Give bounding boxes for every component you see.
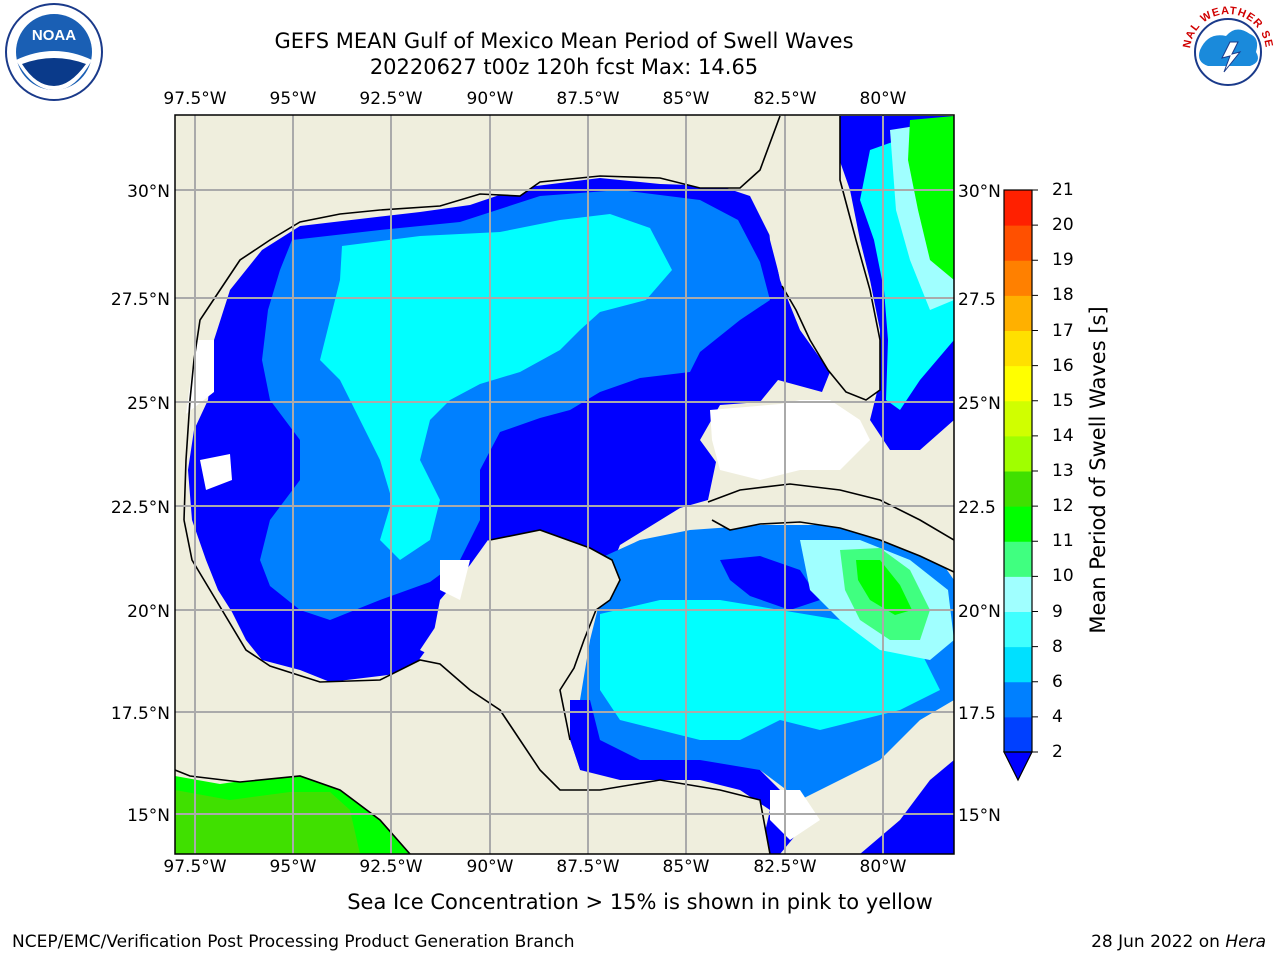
colorbar-tick-label: 6 [1052, 671, 1063, 692]
lat-label-right: 15°N [958, 806, 1001, 826]
colorbar-segment [1004, 576, 1032, 612]
colorbar-tick-label: 13 [1052, 461, 1074, 481]
lon-label: 85°W [662, 89, 710, 109]
date-line: 28 Jun 2022 on Hera [1091, 932, 1266, 952]
lat-label: 27.5°N [110, 290, 170, 310]
colorbar-segment [1004, 716, 1032, 753]
lat-label: 15°N [127, 806, 170, 826]
lat-label: 22.5°N [110, 498, 170, 518]
lon-label: 80°W [859, 89, 907, 109]
lon-label: 95°W [269, 89, 317, 109]
nws-logo: NATIONAL WEATHER SERVICE [1178, 2, 1275, 99]
machine-name: Hera [1225, 932, 1266, 952]
colorbar-segment [1004, 365, 1032, 402]
colorbar-tick-label: 8 [1052, 636, 1063, 657]
colorbar-segment [1004, 225, 1032, 261]
lon-label: 97.5°W [163, 857, 227, 877]
colorbar-segment [1004, 471, 1032, 507]
colorbar-segment [1004, 400, 1032, 437]
graticule [175, 115, 954, 854]
pacific-swell-band-12s [175, 790, 360, 854]
lon-label: 95°W [269, 857, 317, 877]
lon-label: 90°W [466, 857, 514, 877]
colorbar-segment [1004, 681, 1032, 718]
atlantic-swell-band-11s [908, 116, 954, 280]
colorbar-segment [1004, 506, 1032, 542]
lon-label: 82.5°W [753, 89, 817, 109]
lat-label-right: 25°N [958, 394, 1001, 414]
colorbar-segment [1004, 611, 1032, 648]
lon-label: 87.5°W [556, 857, 620, 877]
credit-line: NCEP/EMC/Verification Post Processing Pr… [12, 932, 575, 952]
colorbar-segment [1004, 190, 1032, 226]
colorbar-tick-label: 9 [1052, 601, 1063, 622]
colorbar [1003, 189, 1038, 782]
lon-label: 82.5°W [753, 857, 817, 877]
lon-label: 85°W [662, 857, 710, 877]
sea-ice-note: Sea Ice Concentration > 15% is shown in … [347, 890, 933, 914]
colorbar-tick-label: 11 [1052, 531, 1074, 552]
colorbar-tick-label: 10 [1052, 566, 1074, 587]
mexico-south-land [175, 600, 770, 854]
lat-label-right: 17.5 [958, 704, 996, 724]
us-gulf-coast-land [175, 115, 780, 600]
colorbar-tick-label: 15 [1052, 390, 1074, 411]
colorbar-segment [1004, 295, 1032, 331]
lat-label-right: 20°N [958, 602, 1001, 622]
colorbar-segment [1004, 330, 1032, 367]
no-data-patch [440, 560, 470, 600]
colorbar-segment [1004, 541, 1032, 577]
yucatan-land [420, 530, 620, 780]
lon-label: 92.5°W [359, 89, 423, 109]
no-data-patch [710, 400, 870, 480]
lon-label: 87.5°W [556, 89, 620, 109]
colorbar-tick-label: 19 [1052, 250, 1074, 271]
colorbar-segment [1004, 646, 1032, 683]
caribbean-swell-band-2s-central [720, 556, 820, 610]
svg-text:NOAA: NOAA [32, 27, 76, 44]
caribbean-swell-band-2s [570, 700, 954, 854]
colorbar-title: Mean Period of Swell Waves [s] [1086, 306, 1110, 634]
colorbar-tick-label: 16 [1052, 355, 1074, 376]
lon-label: 90°W [466, 89, 514, 109]
colorbar-segment [1004, 435, 1032, 472]
colorbar-segment [1004, 260, 1032, 296]
colorbar-tick-label: 2 [1052, 742, 1063, 762]
noaa-logo: NOAA [5, 3, 103, 101]
lat-label-right: 30°N [958, 182, 1001, 202]
colorbar-tick-label: 18 [1052, 285, 1074, 306]
lat-label-right: 22.5 [958, 498, 996, 518]
colorbar-tick-label: 12 [1052, 496, 1074, 517]
map-title: GEFS MEAN Gulf of Mexico Mean Period of … [274, 29, 854, 53]
no-data-patch [200, 454, 232, 490]
lat-label: 25°N [127, 394, 170, 414]
lat-label-right: 27.5 [958, 290, 996, 310]
colorbar-tick-label: 20 [1052, 215, 1074, 236]
lon-label: 92.5°W [359, 857, 423, 877]
florida-land [760, 116, 880, 400]
colorbar-tick-label: 17 [1052, 320, 1074, 341]
lon-label: 97.5°W [163, 89, 227, 109]
lon-label: 80°W [859, 857, 907, 877]
colorbar-tick-label: 21 [1052, 180, 1074, 200]
colorbar-extend-triangle [1003, 751, 1033, 782]
lat-label: 30°N [127, 182, 170, 202]
colorbar-tick-label: 4 [1052, 706, 1063, 727]
map-subtitle: 20220627 t00z 120h fcst Max: 14.65 [369, 55, 759, 79]
no-data-patch [186, 340, 214, 414]
lat-label: 17.5°N [110, 704, 170, 724]
lat-label: 20°N [127, 602, 170, 622]
gulf-swell-band-6s [320, 214, 672, 560]
colorbar-tick-label: 14 [1052, 425, 1074, 446]
map-frame [174, 114, 955, 855]
